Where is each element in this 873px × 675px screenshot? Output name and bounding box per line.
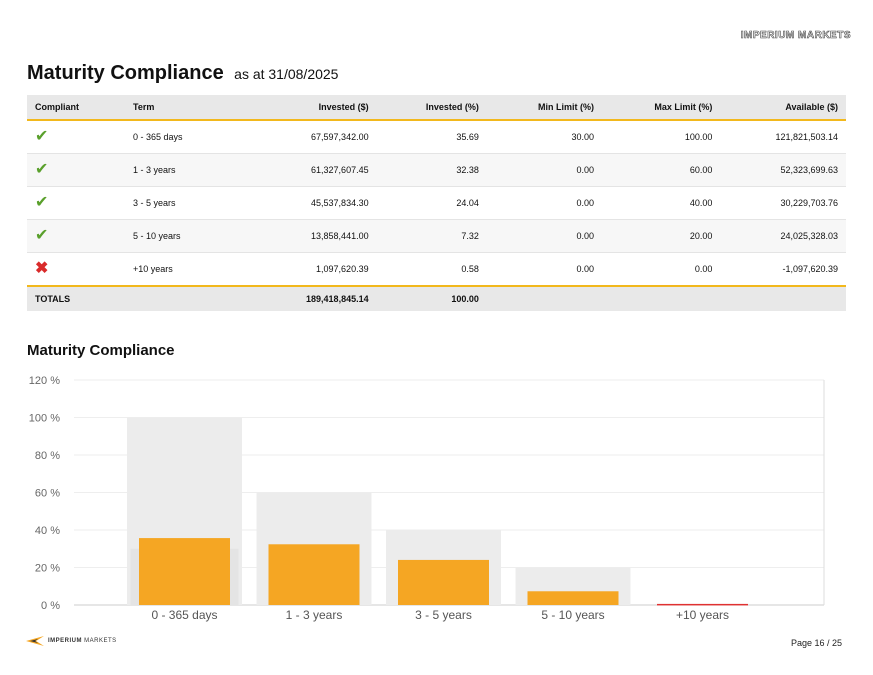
invested-bar: [527, 591, 619, 605]
invested-pct-cell: 0.58: [376, 252, 487, 287]
invested-pct-cell: 7.32: [376, 219, 487, 253]
min-limit-cell: 0.00: [486, 153, 603, 187]
invested-bar: [657, 603, 748, 606]
col-invested: Invested ($): [251, 95, 377, 121]
compliant-cell: ✔: [27, 219, 125, 253]
compliant-cell: ✖: [27, 252, 125, 287]
max-limit-cell: 20.00: [602, 219, 721, 253]
y-tick-label: 20 %: [35, 563, 60, 575]
page-title: Maturity Compliance: [27, 62, 224, 84]
invested-pct-cell: 24.04: [376, 186, 487, 220]
footer-logo: IMPERIUM MARKETS: [26, 636, 117, 646]
compliant-cell: ✔: [27, 153, 125, 187]
compliant-cell: ✔: [27, 120, 125, 154]
invested-pct-cell: 35.69: [376, 120, 487, 154]
col-min-limit: Min Limit (%): [486, 95, 603, 121]
col-invested-pct: Invested (%): [376, 95, 487, 121]
max-limit-cell: 60.00: [602, 153, 721, 187]
invested-cell: 61,327,607.45: [251, 153, 377, 187]
col-compliant: Compliant: [27, 95, 125, 121]
term-cell: 3 - 5 years: [125, 186, 251, 220]
max-limit-cell: 40.00: [602, 186, 721, 220]
x-tick-label: 5 - 10 years: [541, 608, 604, 622]
x-tick-label: 1 - 3 years: [286, 608, 343, 622]
totals-invested-pct: 100.00: [376, 285, 487, 311]
totals-invested: 189,418,845.14: [251, 285, 377, 311]
available-cell: 30,229,703.76: [720, 186, 846, 220]
imperium-logo-icon: [26, 636, 44, 646]
invested-bar: [398, 559, 489, 605]
check-icon: ✔: [35, 227, 49, 244]
invested-bar: [139, 538, 230, 605]
table-row: ✔ 1 - 3 years 61,327,607.45 32.38 0.00 60.00 5…: [27, 153, 846, 187]
y-tick-label: 40 %: [35, 525, 60, 537]
min-limit-cell: 0.00: [486, 219, 603, 253]
min-limit-cell: 30.00: [486, 120, 603, 154]
check-icon: ✔: [35, 161, 49, 178]
col-term: Term: [125, 95, 251, 121]
check-icon: ✔: [35, 128, 49, 145]
invested-cell: 1,097,620.39: [251, 252, 377, 287]
compliance-table: Compliant Term Invested ($) Invested (%)…: [27, 95, 846, 311]
page-number: Page 16 / 25: [790, 638, 842, 648]
y-tick-label: 0 %: [41, 600, 60, 612]
term-cell: 1 - 3 years: [125, 153, 251, 187]
table-row: ✔ 3 - 5 years 45,537,834.30 24.04 0.00 40.00 3…: [27, 186, 846, 220]
term-cell: 0 - 365 days: [125, 120, 251, 154]
table-row: ✔ 5 - 10 years 13,858,441.00 7.32 0.00 20.00 2…: [27, 219, 846, 253]
invested-cell: 13,858,441.00: [251, 219, 377, 253]
chart-title: Maturity Compliance: [27, 342, 175, 359]
term-cell: +10 years: [125, 252, 251, 287]
available-cell: 121,821,503.14: [720, 120, 846, 154]
min-limit-cell: 0.00: [486, 252, 603, 287]
check-icon: ✔: [35, 194, 49, 211]
x-tick-label: 3 - 5 years: [415, 608, 472, 622]
min-limit-cell: 0.00: [486, 186, 603, 220]
y-tick-label: 60 %: [35, 488, 60, 500]
col-max-limit: Max Limit (%): [602, 95, 721, 121]
page-subtitle: as at 31/08/2025: [234, 66, 339, 82]
term-cell: 5 - 10 years: [125, 219, 251, 253]
invested-bar: [268, 544, 360, 605]
totals-min: [486, 285, 603, 311]
available-cell: 24,025,328.03: [720, 219, 846, 253]
table-row: ✖ +10 years 1,097,620.39 0.58 0.00 0.00 -1,097…: [27, 252, 846, 287]
y-tick-label: 120 %: [29, 375, 60, 387]
compliant-cell: ✔: [27, 186, 125, 220]
invested-cell: 45,537,834.30: [251, 186, 377, 220]
totals-label: TOTALS: [27, 285, 125, 311]
col-available: Available ($): [720, 95, 846, 121]
footer-logo-text: IMPERIUM MARKETS: [48, 638, 117, 644]
x-tick-label: +10 years: [676, 608, 729, 622]
totals-available: [720, 285, 846, 311]
y-tick-label: 100 %: [29, 413, 60, 425]
table-row: ✔ 0 - 365 days 67,597,342.00 35.69 30.00 100.…: [27, 120, 846, 154]
y-tick-label: 80 %: [35, 450, 60, 462]
max-limit-cell: 0.00: [602, 252, 721, 287]
totals-max: [602, 285, 721, 311]
maturity-chart: 0 % 20 % 40 % 60 % 80 % 100 % 120 % 0 - 365 day…: [29, 375, 825, 622]
page-heading: Maturity Compliance as at 31/08/2025: [27, 62, 338, 85]
available-cell: -1,097,620.39: [720, 252, 846, 287]
totals-term: [125, 285, 251, 311]
invested-cell: 67,597,342.00: [251, 120, 377, 154]
available-cell: 52,323,699.63: [720, 153, 846, 187]
brand-mark-header: IMPERIUM MARKETS: [740, 30, 851, 42]
table-header-row: Compliant Term Invested ($) Invested (%)…: [27, 95, 846, 121]
totals-row: TOTALS 189,418,845.14 100.00: [27, 285, 846, 311]
max-limit-cell: 100.00: [602, 120, 721, 154]
x-tick-label: 0 - 365 days: [151, 608, 217, 622]
invested-pct-cell: 32.38: [376, 153, 487, 187]
cross-icon: ✖: [35, 260, 49, 277]
